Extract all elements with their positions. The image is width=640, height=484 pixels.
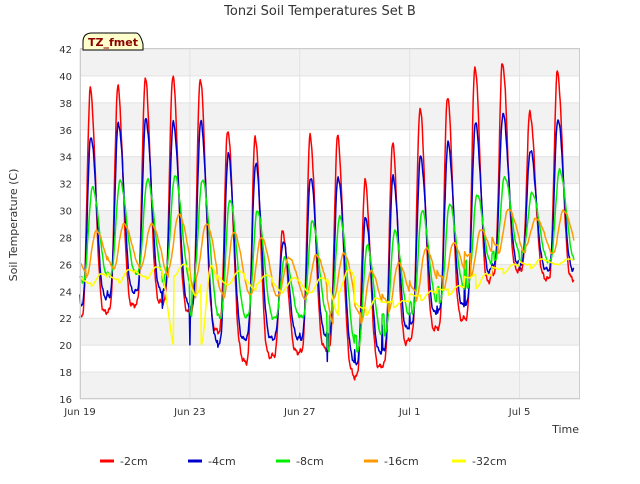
y-tick-label: 16 [59,395,72,406]
y-tick-label: 40 [59,72,72,83]
plot-frame [80,48,580,399]
badge: TZ_fmet [82,32,144,51]
y-tick-label: 32 [59,180,72,191]
x-tick-label: Jun 19 [63,407,96,418]
x-tick-label: Jun 23 [173,407,206,418]
y-tick-label: 24 [59,287,72,298]
plot-band [80,372,580,399]
y-axis-ticks: 16 18 20 22 24 26 28 30 32 34 36 38 40 42 [59,45,72,406]
legend-label: -16cm [384,455,419,468]
x-axis-label: Time [551,423,579,436]
plot-band [80,49,580,76]
y-tick-label: 26 [59,260,72,271]
y-tick-label: 20 [59,341,72,352]
x-tick-label: Jun 27 [283,407,316,418]
y-tick-label: 18 [59,368,72,379]
plot-band [80,102,580,130]
plot-background [80,49,580,399]
badge-label: TZ_fmet [88,36,138,49]
y-tick-label: 34 [59,153,72,164]
y-tick-label: 22 [59,314,72,325]
series-lines [79,63,575,381]
y-axis-label: Soil Temperature (C) [7,169,20,282]
series-line-m8cm [79,167,575,353]
y-tick-label: 28 [59,233,72,244]
x-tick-label: Jul 5 [508,407,531,418]
badge-shape [82,32,144,51]
legend: -2cm -4cm -8cm -16cm -32cm [100,455,507,468]
x-tick-label: Jul 1 [398,407,421,418]
legend-label: -8cm [296,455,324,468]
y-tick-label: 36 [59,126,72,137]
series-line-m16cm [79,208,575,325]
legend-label: -4cm [208,455,236,468]
legend-label: -32cm [472,455,507,468]
series-line-m32cm [79,258,575,346]
chart-title: Tonzi Soil Temperatures Set B [223,4,416,19]
legend-label: -2cm [120,455,148,468]
y-tick-label: 30 [59,207,72,218]
plot-band [80,156,580,184]
x-axis-ticks: Jun 19 Jun 23 Jun 27 Jul 1 Jul 5 [63,407,530,418]
y-tick-label: 38 [59,99,72,110]
y-tick-label: 42 [59,45,72,56]
